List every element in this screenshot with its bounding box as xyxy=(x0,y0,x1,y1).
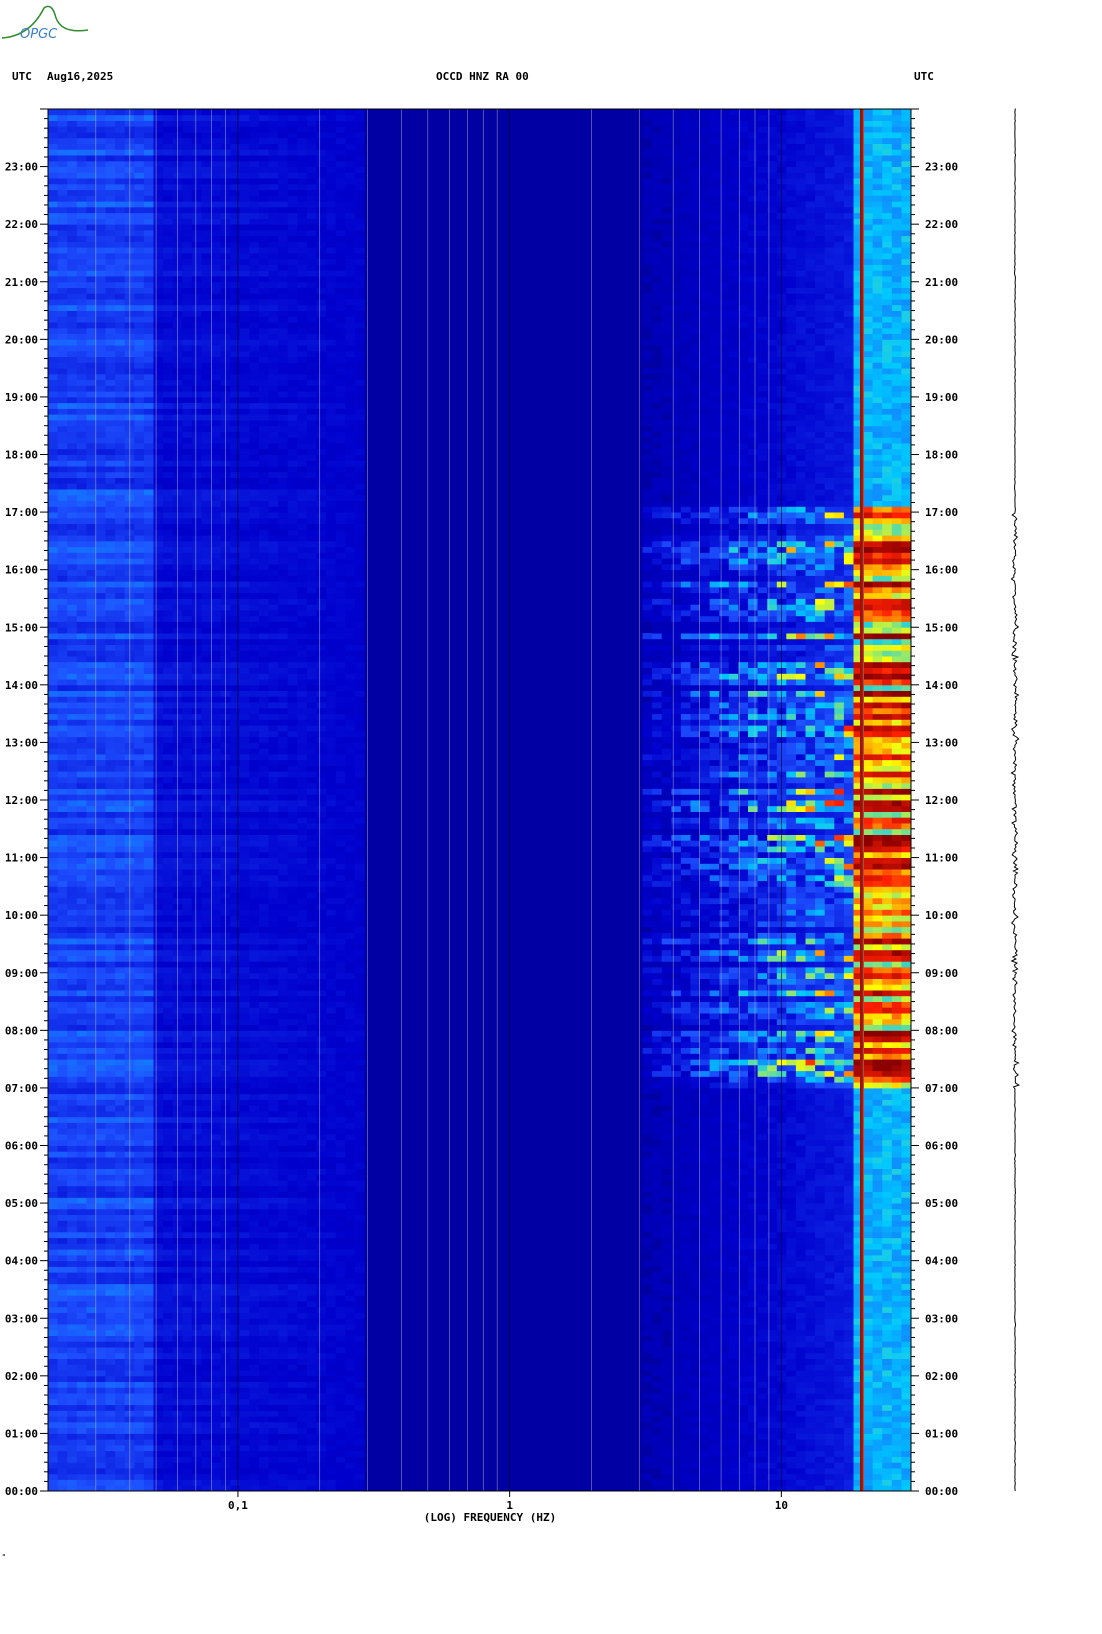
time-label-right: 22:00 xyxy=(925,218,958,231)
time-label-left: 01:00 xyxy=(5,1427,38,1440)
time-label-right: 21:00 xyxy=(925,276,958,289)
frequency-axis: 0,1 1 10 xyxy=(228,1491,788,1512)
time-label-left: 13:00 xyxy=(5,736,38,749)
time-label-right: 02:00 xyxy=(925,1370,958,1383)
time-label-left: 07:00 xyxy=(5,1082,38,1095)
time-label-left: 10:00 xyxy=(5,909,38,922)
time-label-left: 19:00 xyxy=(5,391,38,404)
time-label-right: 01:00 xyxy=(925,1427,958,1440)
time-label-right: 11:00 xyxy=(925,852,958,865)
time-label-right: 12:00 xyxy=(925,794,958,807)
time-label-left: 18:00 xyxy=(5,449,38,462)
time-label-right: 03:00 xyxy=(925,1312,958,1325)
frequency-tick-label: 10 xyxy=(775,1499,788,1512)
time-label-right: 05:00 xyxy=(925,1197,958,1210)
time-label-left: 03:00 xyxy=(5,1312,38,1325)
time-label-left: 08:00 xyxy=(5,1024,38,1037)
time-label-right: 07:00 xyxy=(925,1082,958,1095)
time-label-left: 22:00 xyxy=(5,218,38,231)
time-label-left: 16:00 xyxy=(5,564,38,577)
time-label-left: 23:00 xyxy=(5,161,38,174)
time-label-right: 04:00 xyxy=(925,1255,958,1268)
time-label-left: 09:00 xyxy=(5,967,38,980)
time-label-left: 11:00 xyxy=(5,852,38,865)
time-label-left: 17:00 xyxy=(5,506,38,519)
seismogram-line xyxy=(1011,109,1019,1491)
time-label-right: 08:00 xyxy=(925,1024,958,1037)
time-label-right: 17:00 xyxy=(925,506,958,519)
time-label-right: 18:00 xyxy=(925,449,958,462)
time-label-left: 02:00 xyxy=(5,1370,38,1383)
time-label-left: 21:00 xyxy=(5,276,38,289)
time-label-right: 06:00 xyxy=(925,1140,958,1153)
time-label-left: 05:00 xyxy=(5,1197,38,1210)
time-label-left: 12:00 xyxy=(5,794,38,807)
time-label-right: 15:00 xyxy=(925,621,958,634)
x-axis-label: (LOG) FREQUENCY (HZ) xyxy=(424,1511,556,1524)
time-label-right: 23:00 xyxy=(925,161,958,174)
time-label-right: 14:00 xyxy=(925,679,958,692)
time-label-left: 20:00 xyxy=(5,333,38,346)
time-label-right: 13:00 xyxy=(925,736,958,749)
footer-mark: " xyxy=(2,1553,6,1562)
time-label-right: 19:00 xyxy=(925,391,958,404)
time-label-right: 20:00 xyxy=(925,333,958,346)
time-label-left: 15:00 xyxy=(5,621,38,634)
time-label-right: 09:00 xyxy=(925,967,958,980)
seismogram-trace xyxy=(1011,109,1019,1491)
time-label-left: 06:00 xyxy=(5,1140,38,1153)
time-label-left: 04:00 xyxy=(5,1255,38,1268)
time-label-left: 00:00 xyxy=(5,1485,38,1498)
time-label-left: 14:00 xyxy=(5,679,38,692)
time-label-right: 10:00 xyxy=(925,909,958,922)
frequency-tick-label: 0,1 xyxy=(228,1499,248,1512)
time-label-right: 00:00 xyxy=(925,1485,958,1498)
time-label-right: 16:00 xyxy=(925,564,958,577)
